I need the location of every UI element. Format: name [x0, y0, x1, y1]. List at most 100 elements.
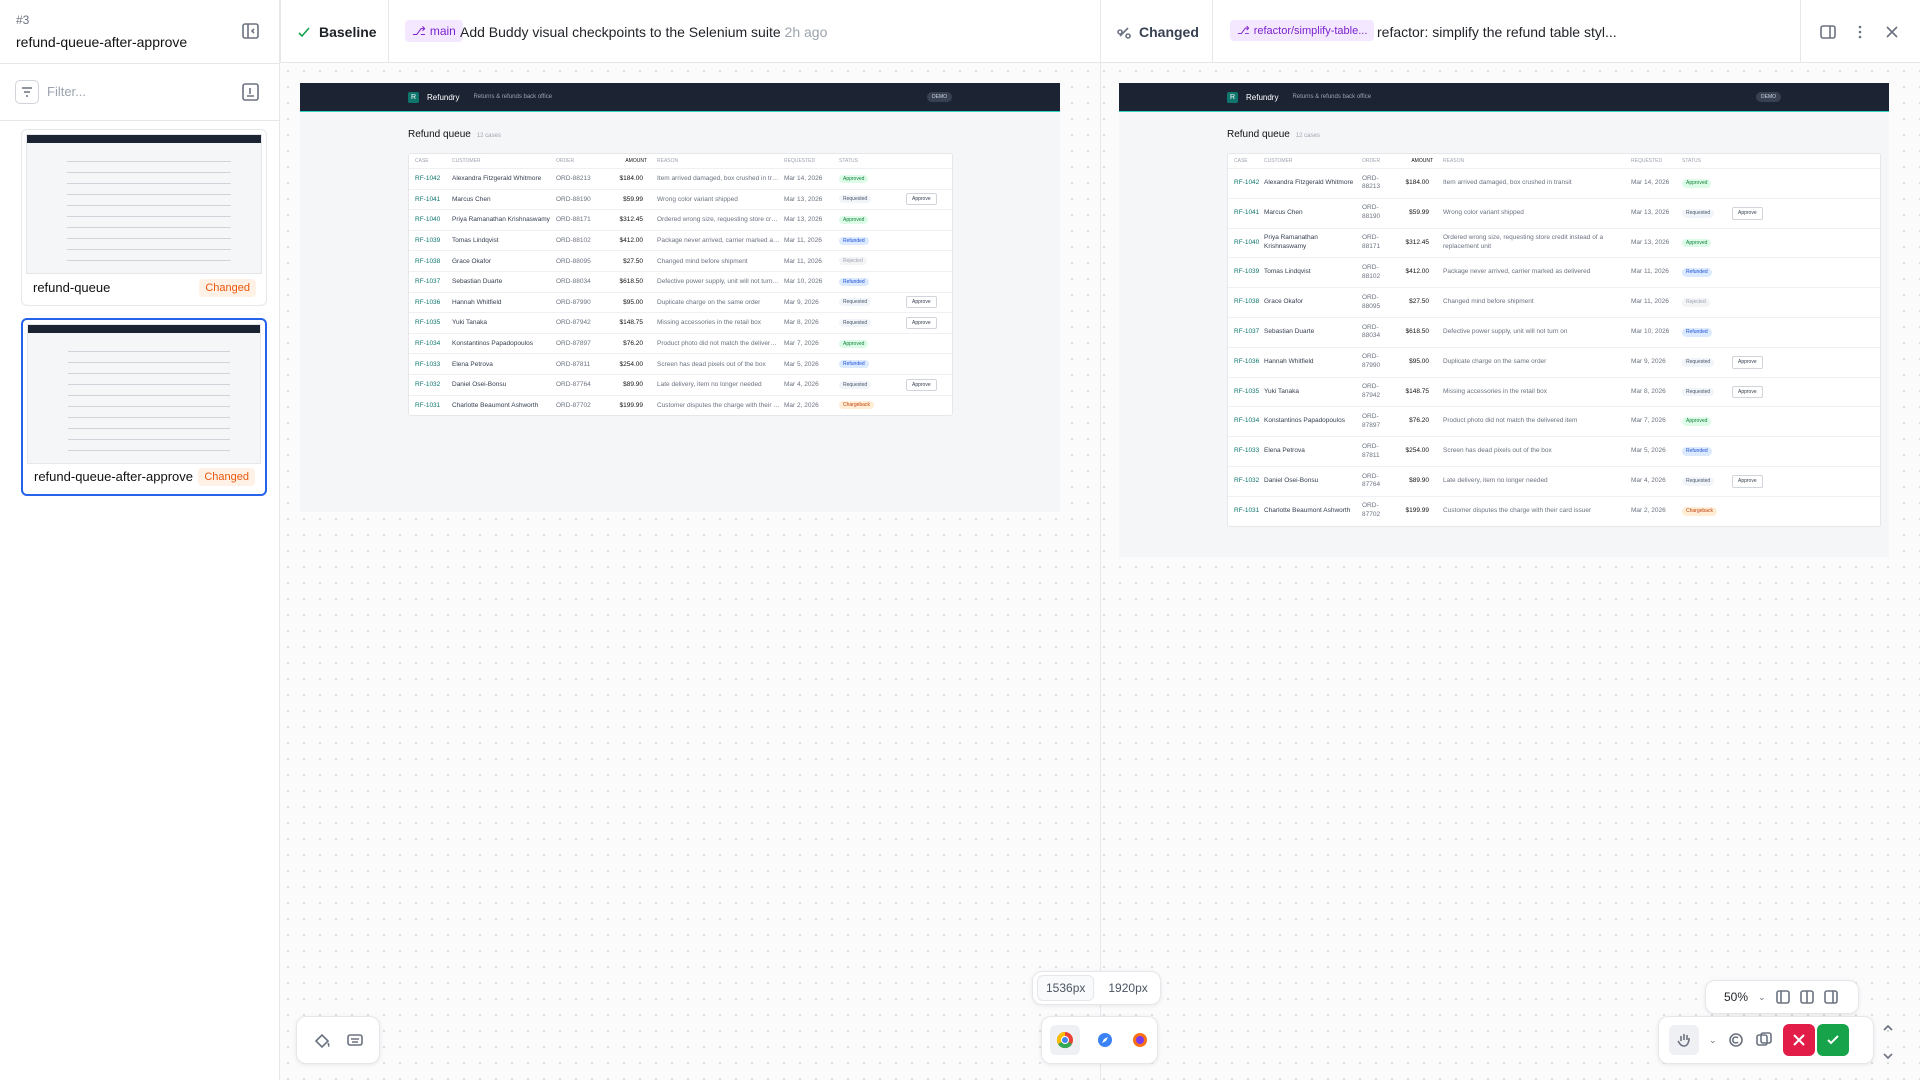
status-cell: Approved [1682, 417, 1732, 427]
order: ORD-88102 [1362, 264, 1381, 280]
order: ORD-87811 [1362, 442, 1380, 459]
action-cell: Approve [906, 296, 952, 309]
reason: Defective power supply, unit will not tu… [1443, 328, 1568, 335]
approve-button[interactable]: Approve [1732, 355, 1763, 369]
card-name: refund-queue-after-approve [34, 469, 193, 484]
customer: Tomas Lindqvist [452, 237, 499, 245]
sort-button[interactable] [242, 83, 259, 101]
reason: Late delivery, item no longer needed [657, 381, 762, 389]
snapshot-card[interactable]: refund-queue-after-approve Changed [21, 318, 267, 496]
baseline-tab[interactable]: Baseline [280, 0, 389, 63]
approve-button[interactable]: Approve [906, 378, 937, 391]
paint-button[interactable] [313, 1031, 331, 1049]
requested: Mar 9, 2026 [784, 298, 819, 306]
status-cell: Refunded [839, 277, 906, 286]
approve-button[interactable]: Approve [906, 193, 937, 206]
reason: Item arrived damaged, box crushed in tra… [657, 175, 784, 183]
zoom-level[interactable]: 50% [1724, 990, 1749, 1004]
filter-button[interactable] [15, 80, 39, 104]
approve-button[interactable] [1816, 1024, 1849, 1056]
customer: Yuki Tanaka [452, 319, 487, 327]
layout-button[interactable] [1820, 24, 1836, 40]
compare-button[interactable] [1727, 1031, 1745, 1049]
case-id: RF-1038 [1234, 298, 1260, 306]
case-count: 12 cases [1295, 133, 1320, 139]
viewport-switch: 1536px 1920px [1032, 971, 1161, 1005]
order: ORD-88034 [556, 278, 591, 286]
chrome-button[interactable] [1049, 1025, 1080, 1055]
case-id: RF-1041 [415, 195, 441, 203]
changed-tab[interactable]: Changed [1100, 0, 1213, 63]
approve-button[interactable]: Approve [1732, 206, 1763, 220]
order: ORD-88171 [1362, 234, 1381, 250]
copy-button[interactable] [1755, 1031, 1773, 1049]
snapshot-card[interactable]: refund-queue Changed [21, 129, 267, 306]
order: ORD-87990 [1362, 353, 1381, 370]
amount: $59.99 [1409, 208, 1429, 216]
zoom-bar: 50% ⌄ [1705, 980, 1859, 1014]
table-row: RF-1039 Tomas Lindqvist ORD-88102 $412.00 Pa… [409, 229, 952, 251]
status-pill: Requested [839, 318, 872, 327]
status-cell: Refunded [1682, 447, 1732, 456]
thumbnail [26, 134, 262, 274]
side-view[interactable] [1799, 990, 1814, 1004]
order: ORD-88095 [1362, 293, 1381, 310]
amount: $76.20 [1409, 417, 1429, 425]
table-row: RF-1034 Konstantinos Papadopoulos ORD-8789… [1228, 406, 1880, 436]
requested: Mar 13, 2026 [1631, 208, 1670, 216]
card-status: Changed [199, 279, 256, 297]
table-row: RF-1036 Hannah Whitfield ORD-87990 $95.00 Du… [409, 291, 952, 313]
requested: Mar 4, 2026 [784, 381, 819, 389]
action-cell: Approve [906, 193, 952, 206]
viewport-option[interactable]: 1920px [1108, 981, 1148, 995]
table-row: RF-1037 Sebastian Duarte ORD-88034 $618.50 D… [409, 270, 952, 292]
table-row: RF-1042 Alexandra Fitzgerald Whitmore ORD-… [409, 168, 952, 189]
overlay-view[interactable] [1823, 990, 1838, 1004]
customer: Konstantinos Papadopoulos [1264, 417, 1345, 425]
brand-mark: R [408, 91, 419, 103]
reason: Changed mind before shipment [657, 257, 748, 265]
case-id: RF-1039 [415, 237, 441, 245]
status-cell: Rejected [839, 257, 906, 266]
reason: Late delivery, item no longer needed [1443, 476, 1548, 484]
approve-button[interactable]: Approve [906, 296, 937, 309]
order: ORD-87811 [556, 360, 591, 368]
table-row: RF-1036 Hannah Whitfield ORD-87990 $95.00 Du… [1228, 346, 1880, 377]
collapse-button[interactable] [242, 23, 259, 39]
status-cell: Refunded [1682, 268, 1732, 278]
requested: Mar 5, 2026 [784, 360, 819, 368]
keyboard-button[interactable] [346, 1031, 364, 1049]
amount: $412.00 [1405, 268, 1430, 276]
close-button[interactable] [1884, 24, 1900, 40]
table-row: RF-1035 Yuki Tanaka ORD-87942 $148.75 Missin… [409, 312, 952, 333]
column-header: REQUESTED [784, 158, 816, 164]
action-cell: Approve [1732, 355, 1880, 369]
amount: $184.00 [1405, 179, 1430, 187]
approve-button[interactable]: Approve [1732, 474, 1763, 488]
approve-button[interactable]: Approve [1732, 385, 1763, 399]
pan-button[interactable] [1669, 1025, 1699, 1055]
case-count: 12 cases [476, 133, 501, 139]
status-cell: Requested [1682, 476, 1732, 486]
table-row: RF-1037 Sebastian Duarte ORD-88034 $618.50 D… [1228, 316, 1880, 347]
nav-arrows[interactable] [1880, 1020, 1896, 1064]
more-button[interactable] [1852, 24, 1868, 40]
status-pill: Refunded [1682, 328, 1712, 337]
column-header: STATUS [839, 158, 858, 164]
firefox-button[interactable] [1130, 1030, 1150, 1050]
status-pill: Refunded [839, 277, 869, 286]
split-view[interactable] [1775, 990, 1790, 1004]
brand: Refundry [427, 92, 460, 102]
approve-button[interactable]: Approve [906, 316, 937, 329]
check-number: #3 [16, 13, 30, 27]
viewport-option[interactable]: 1536px [1037, 975, 1095, 1001]
status-pill: Approved [1682, 417, 1712, 427]
status-cell: Requested [1682, 357, 1732, 367]
reject-button[interactable] [1782, 1024, 1815, 1056]
divider [1800, 0, 1801, 63]
safari-button[interactable] [1095, 1030, 1115, 1050]
filter-input[interactable]: Filter... [47, 84, 87, 99]
order: ORD-88171 [556, 216, 591, 224]
customer: Marcus Chen [1264, 208, 1303, 216]
table-row: RF-1038 Grace Okafor ORD-88095 $27.50 Change… [409, 250, 952, 271]
